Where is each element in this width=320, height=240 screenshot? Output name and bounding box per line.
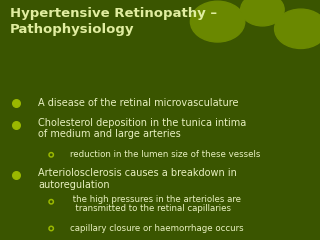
Text: transmitted to the retinal capillaries: transmitted to the retinal capillaries: [70, 204, 231, 213]
Text: Cholesterol deposition in the tunica intima: Cholesterol deposition in the tunica int…: [38, 118, 247, 128]
Point: [49, 200, 54, 204]
Point: [13, 123, 19, 127]
Circle shape: [190, 1, 245, 42]
Text: Arteriolosclerosis causes a breakdown in: Arteriolosclerosis causes a breakdown in: [38, 168, 237, 178]
Text: the high pressures in the arterioles are: the high pressures in the arterioles are: [70, 195, 241, 204]
Text: of medium and large arteries: of medium and large arteries: [38, 129, 181, 139]
Text: reduction in the lumen size of these vessels: reduction in the lumen size of these ves…: [70, 150, 261, 159]
Text: autoregulation: autoregulation: [38, 180, 110, 190]
Point: [49, 227, 54, 230]
Circle shape: [241, 0, 284, 26]
Text: A disease of the retinal microvasculature: A disease of the retinal microvasculatur…: [38, 98, 239, 108]
Point: [13, 101, 19, 105]
Circle shape: [275, 9, 320, 48]
Text: Hypertensive Retinopathy –
Pathophysiology: Hypertensive Retinopathy – Pathophysiolo…: [10, 7, 217, 36]
Text: capillary closure or haemorrhage occurs: capillary closure or haemorrhage occurs: [70, 224, 244, 233]
Point: [13, 174, 19, 177]
Point: [49, 153, 54, 157]
